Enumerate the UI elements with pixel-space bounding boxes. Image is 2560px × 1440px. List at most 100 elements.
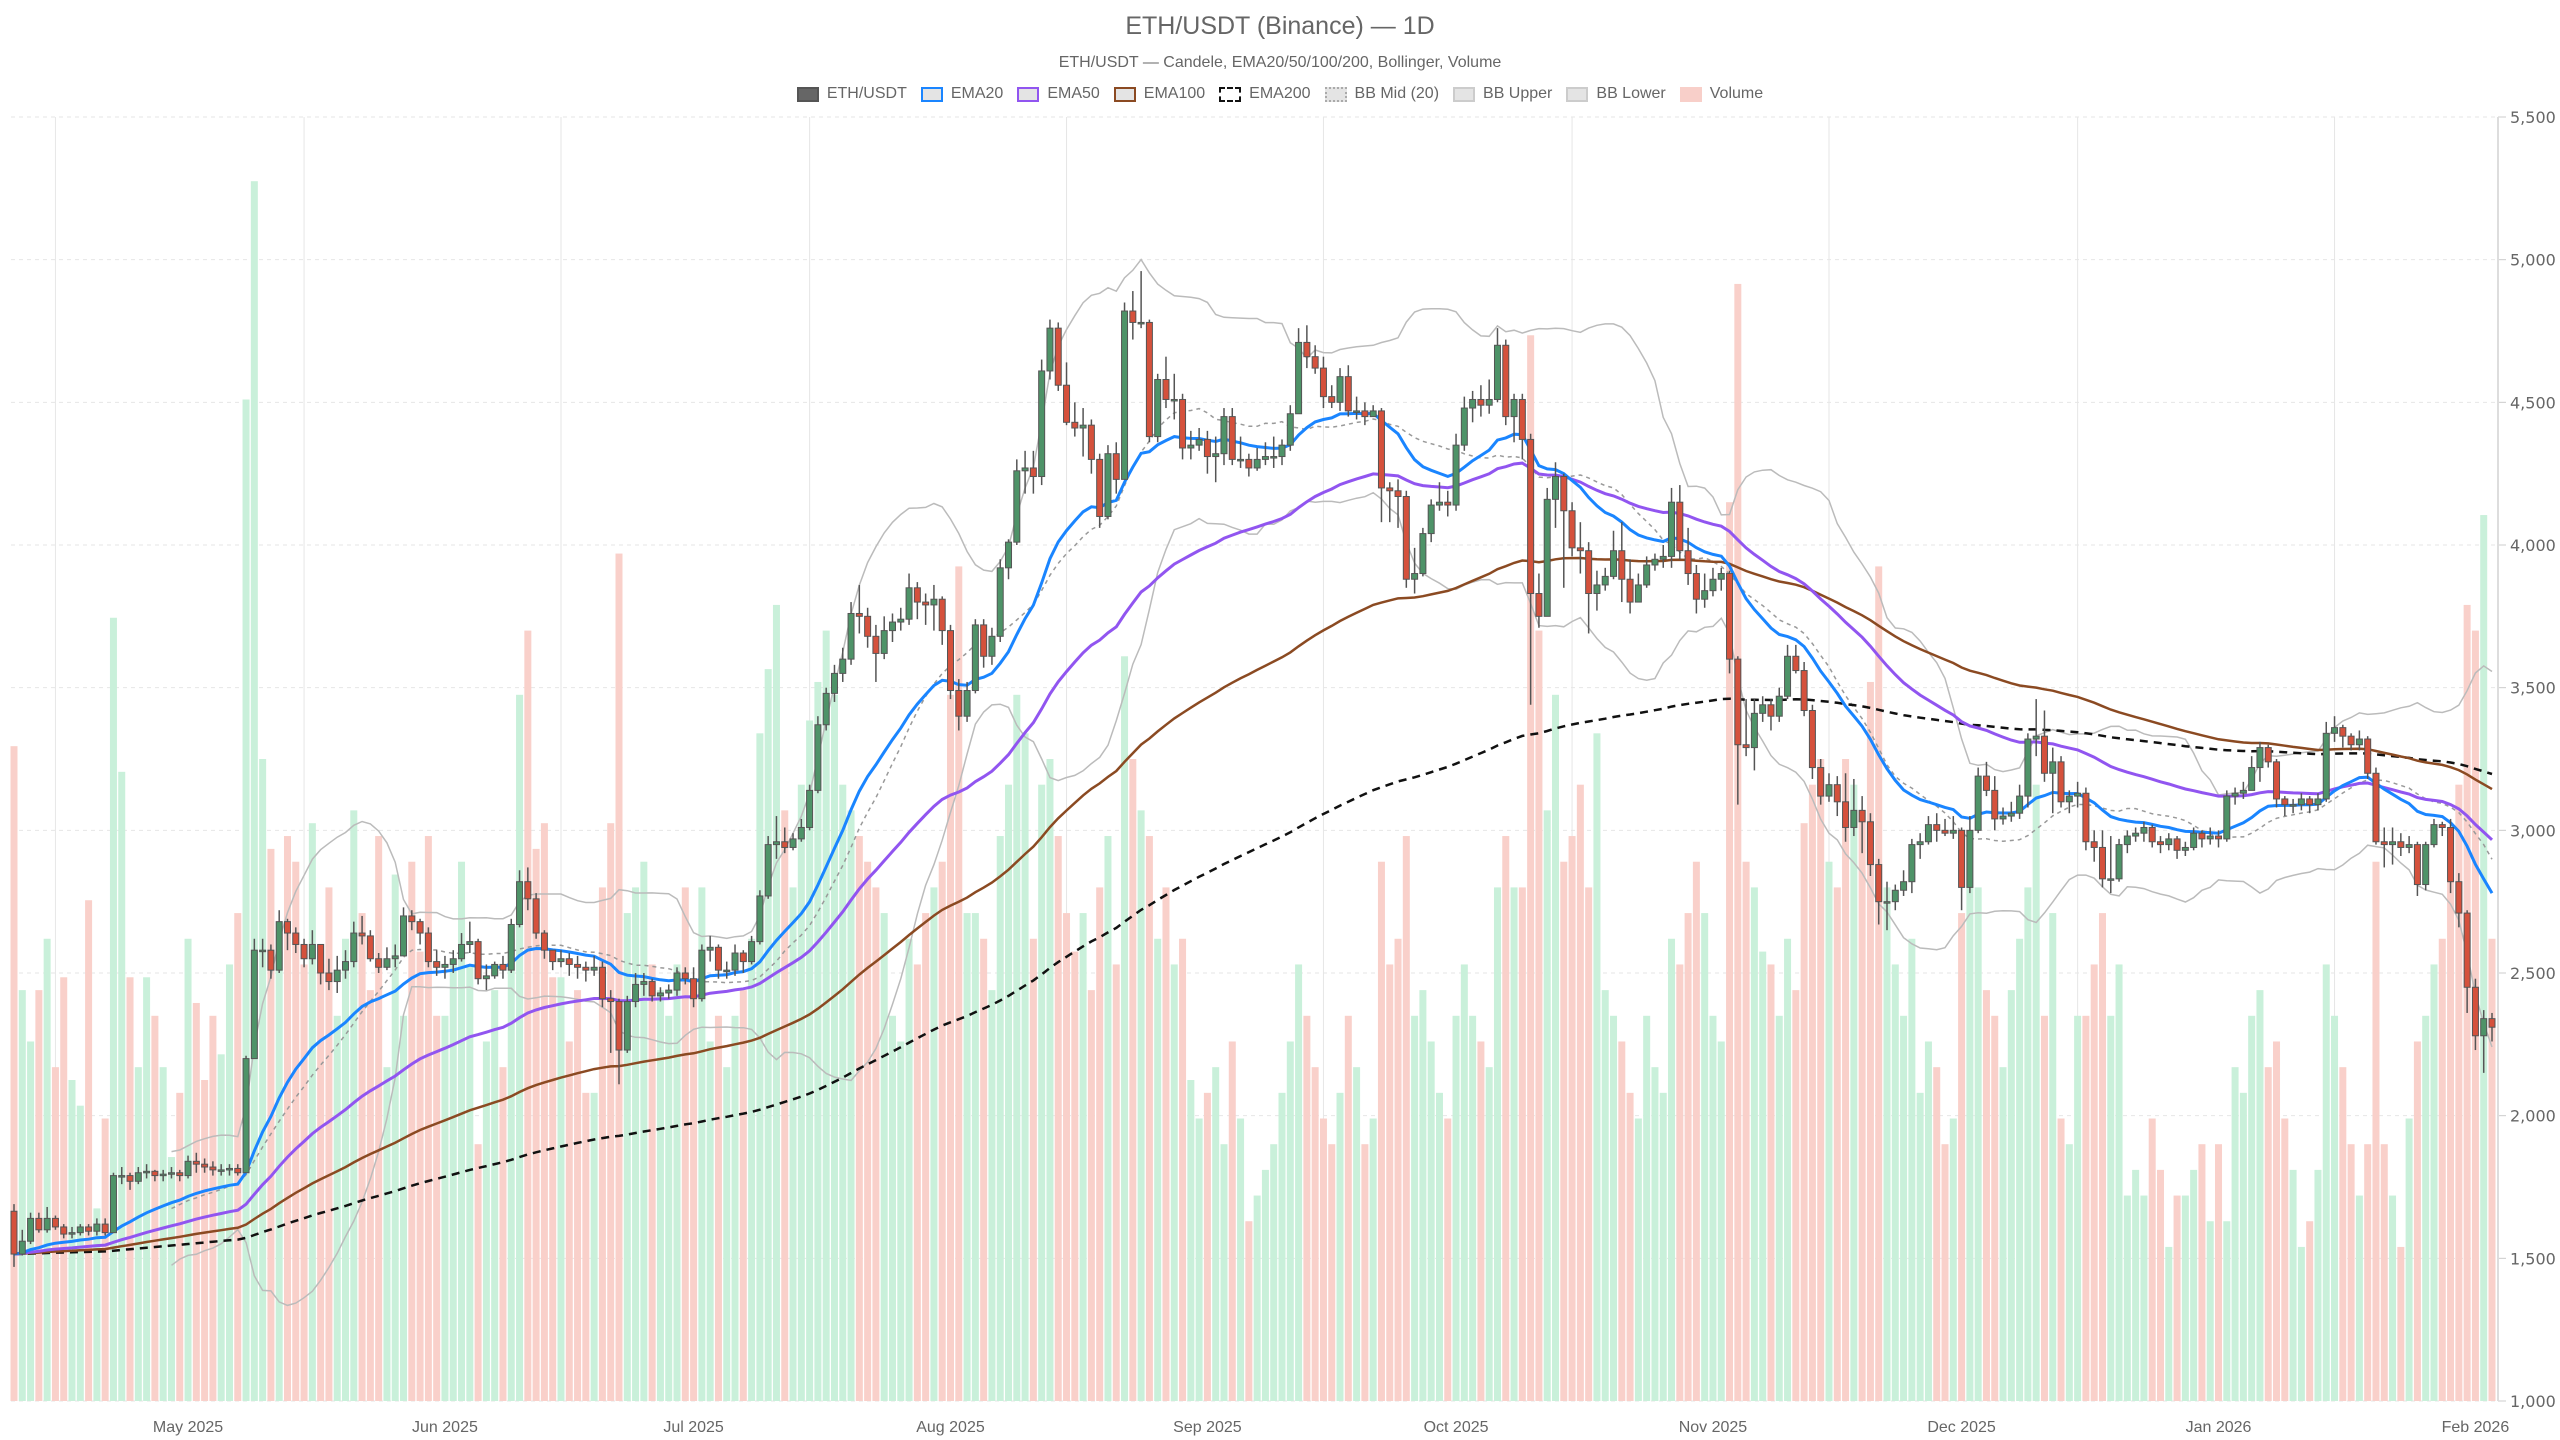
candle xyxy=(1949,816,1957,839)
legend-swatch xyxy=(1017,86,1040,102)
volume-bar xyxy=(482,1041,490,1401)
candle-body xyxy=(225,1167,233,1171)
volume-bar xyxy=(1726,502,1734,1401)
volume-bar xyxy=(10,746,18,1401)
candle-body xyxy=(2032,735,2040,740)
candle xyxy=(996,559,1004,643)
volume-bar xyxy=(756,733,764,1401)
candle-body xyxy=(1087,424,1095,460)
volume-bar xyxy=(2331,1015,2339,1401)
candle-body xyxy=(2471,986,2479,1037)
legend-item[interactable]: BB Mid (20) xyxy=(1324,85,1439,103)
candle-body xyxy=(1610,550,1618,577)
volume-bar xyxy=(714,1015,722,1401)
volume-bar xyxy=(375,836,383,1401)
candle xyxy=(234,1164,242,1176)
legend-label: BB Upper xyxy=(1483,85,1553,102)
candle xyxy=(781,827,789,854)
candle-body xyxy=(2057,761,2065,803)
candle-body xyxy=(176,1172,184,1177)
volume-bar xyxy=(1941,1144,1949,1401)
candle xyxy=(1253,447,1261,471)
candle-body xyxy=(60,1226,68,1235)
volume-bar xyxy=(963,913,971,1401)
candle xyxy=(1576,522,1584,574)
volume-bar xyxy=(1096,887,1104,1401)
candle xyxy=(325,958,333,991)
volume-bar xyxy=(491,990,499,1401)
volume-bar xyxy=(698,887,706,1401)
volume-bar xyxy=(864,861,872,1401)
legend-item[interactable]: EMA20 xyxy=(920,85,1003,103)
candle xyxy=(2140,821,2148,842)
candle-body xyxy=(1668,501,1676,557)
candle-body xyxy=(391,955,399,960)
legend-item[interactable]: Volume xyxy=(1679,85,1763,103)
volume-bar xyxy=(781,810,789,1401)
candle xyxy=(532,893,540,939)
legend-item[interactable]: EMA200 xyxy=(1219,85,1311,103)
candle xyxy=(947,624,955,700)
candle xyxy=(557,950,565,968)
volume-bar xyxy=(980,938,988,1401)
candle xyxy=(1121,302,1129,480)
volume-bar xyxy=(2447,836,2455,1401)
y-tick-label: 3,000 xyxy=(2510,821,2556,840)
candle-body xyxy=(1121,310,1129,480)
volume-bar xyxy=(1129,759,1137,1401)
candle xyxy=(342,950,350,979)
candle xyxy=(656,987,664,1002)
volume-bar xyxy=(234,913,242,1401)
candle xyxy=(2090,830,2098,862)
volume-bar xyxy=(1842,759,1850,1401)
candle xyxy=(2165,833,2173,851)
legend-item[interactable]: BB Upper xyxy=(1453,85,1552,103)
candle xyxy=(1618,522,1626,603)
candle xyxy=(839,647,847,682)
candle-body xyxy=(1319,367,1327,398)
candle xyxy=(1104,445,1112,520)
candle xyxy=(225,1164,233,1176)
candle-body xyxy=(1527,438,1535,595)
candle-body xyxy=(1038,370,1046,478)
candle xyxy=(358,915,366,945)
volume-bar xyxy=(2355,1195,2363,1401)
candle-body xyxy=(656,992,664,997)
candle xyxy=(1908,838,1916,894)
candle-body xyxy=(482,975,490,980)
volume-bar xyxy=(839,784,847,1401)
candle xyxy=(1518,393,1526,460)
legend-item[interactable]: EMA50 xyxy=(1017,85,1100,103)
volume-bar xyxy=(1245,1221,1253,1401)
candle-body xyxy=(549,949,557,963)
volume-bar xyxy=(283,836,291,1401)
candle-body xyxy=(2198,832,2206,840)
candle-body xyxy=(76,1226,84,1234)
candle xyxy=(176,1169,184,1182)
volume-bar xyxy=(1411,1015,1419,1401)
volume-bar xyxy=(2455,784,2463,1401)
candle xyxy=(756,890,764,945)
candle xyxy=(1585,542,1593,634)
candle-body xyxy=(283,921,291,934)
volume-bar xyxy=(1560,861,1568,1401)
volume-bar xyxy=(1328,1144,1336,1401)
candle xyxy=(2339,724,2347,748)
volume-bar xyxy=(1568,836,1576,1401)
volume-bar xyxy=(1087,990,1095,1401)
candle-body xyxy=(930,598,938,606)
y-tick-label: 4,000 xyxy=(2510,536,2556,555)
legend-item[interactable]: BB Lower xyxy=(1566,85,1666,103)
candle-body xyxy=(2223,795,2231,840)
candle-body xyxy=(375,958,383,968)
legend-item[interactable]: EMA100 xyxy=(1113,85,1205,103)
legend-item[interactable]: ETH/USDT xyxy=(796,85,907,103)
candle-body xyxy=(739,952,747,963)
volume-bar xyxy=(1742,861,1750,1401)
candle xyxy=(1750,699,1758,771)
x-tick-label: Dec 2025 xyxy=(1927,1419,1996,1436)
candle-body xyxy=(1866,821,1874,866)
candle xyxy=(2231,787,2239,805)
volume-bar xyxy=(2016,938,2024,1401)
volume-bar xyxy=(1949,1118,1957,1401)
